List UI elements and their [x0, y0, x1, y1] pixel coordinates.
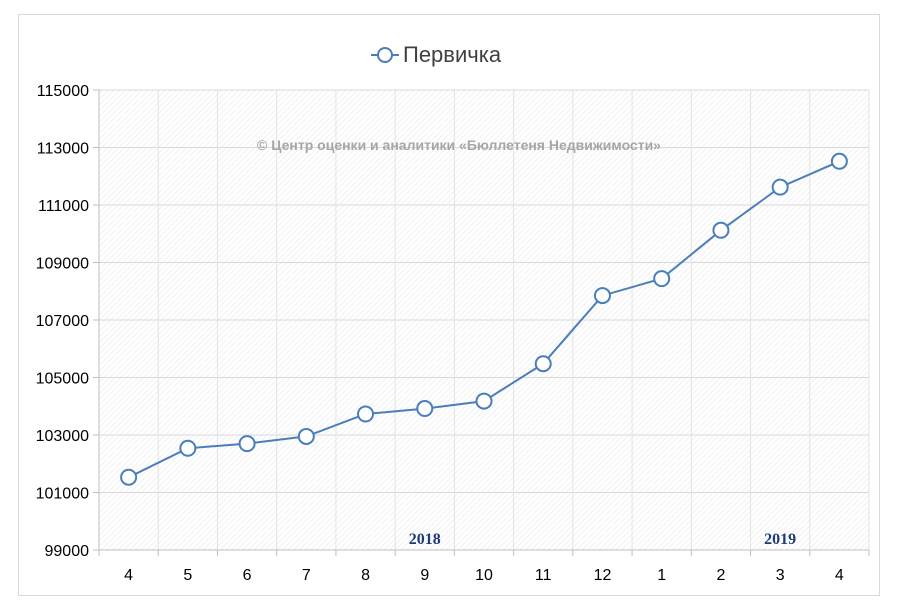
- y-tick-label: 105000: [36, 371, 89, 388]
- line-chart: Первичка 99000 101000 103000 105000 107000 10…: [36, 42, 870, 584]
- x-tick-label: 8: [361, 567, 370, 584]
- data-point: [653, 270, 671, 288]
- x-tick-label: 9: [420, 567, 429, 584]
- y-tick-label: 103000: [36, 428, 89, 445]
- y-tick-label: 109000: [36, 256, 89, 273]
- y-axis: 99000 101000 103000 105000 107000 109000 11100…: [36, 83, 100, 560]
- data-point: [475, 392, 493, 410]
- legend-marker: [377, 47, 393, 63]
- data-point: [712, 221, 730, 239]
- data-point: [297, 427, 315, 445]
- data-point: [830, 152, 848, 170]
- data-point: [771, 178, 789, 196]
- x-tick-label: 10: [475, 567, 493, 584]
- x-tick-label: 4: [835, 567, 844, 584]
- legend-label: Первичка: [403, 42, 502, 67]
- data-point: [238, 435, 256, 453]
- year-labels: 2018 2019: [409, 531, 796, 548]
- data-point: [357, 405, 375, 423]
- x-tick-label: 12: [594, 567, 612, 584]
- x-tick-label: 2: [716, 567, 725, 584]
- y-tick-label: 115000: [37, 83, 89, 100]
- data-point: [120, 468, 138, 486]
- data-point: [416, 400, 434, 418]
- data-point: [534, 355, 552, 373]
- x-tick-label: 1: [657, 567, 666, 584]
- legend: Первичка: [371, 42, 502, 67]
- x-axis: 4 5 6 7 8 9 10 11 12 1 2 3 4: [98, 549, 870, 584]
- y-tick-label: 113000: [37, 141, 89, 158]
- y-tick-label: 101000: [36, 486, 89, 503]
- y-tick-label: 99000: [45, 543, 90, 560]
- x-tick-label: 11: [535, 567, 552, 584]
- series-primary: [120, 152, 848, 486]
- y-tick-label: 111000: [38, 198, 89, 215]
- x-tick-label: 6: [243, 567, 252, 584]
- year-label: 2019: [764, 531, 796, 548]
- y-tick-label: 107000: [36, 313, 89, 330]
- data-point: [593, 287, 611, 305]
- x-tick-label: 7: [302, 567, 311, 584]
- x-tick-label: 4: [124, 567, 133, 584]
- x-tick-label: 5: [183, 567, 192, 584]
- x-tick-label: 3: [776, 567, 785, 584]
- chart-frame: Первичка 99000 101000 103000 105000 107000 10…: [18, 14, 880, 596]
- watermark-text: © Центр оценки и аналитики «Бюллетеня Не…: [257, 137, 661, 153]
- data-point: [179, 439, 197, 457]
- year-label: 2018: [409, 531, 441, 548]
